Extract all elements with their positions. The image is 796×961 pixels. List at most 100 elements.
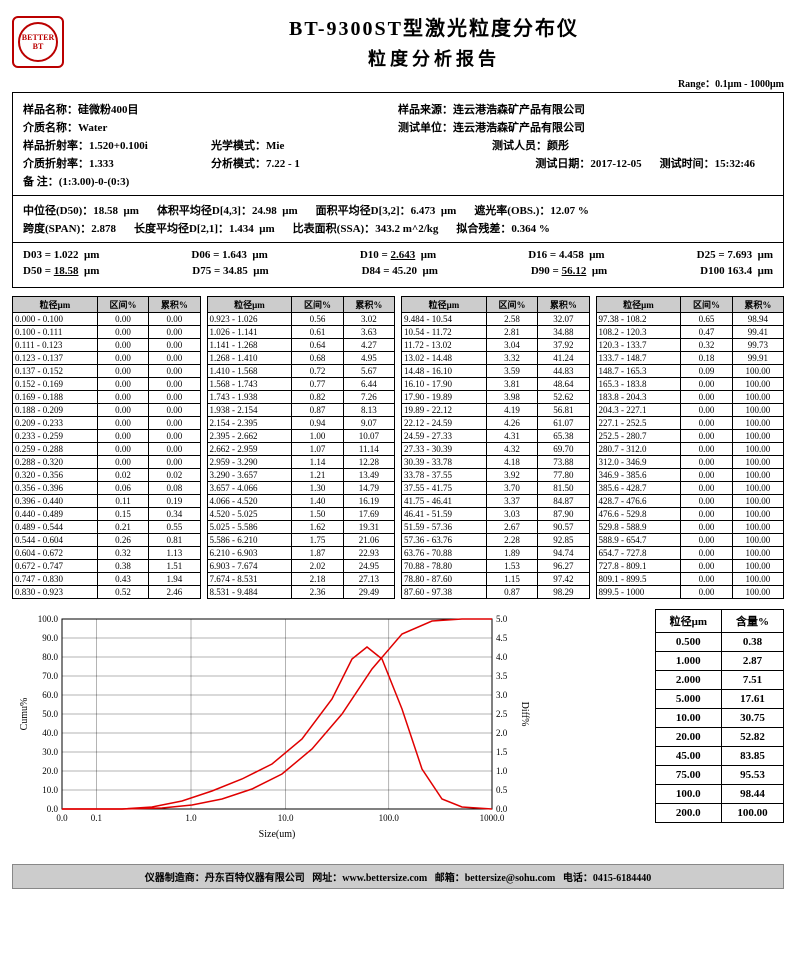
table-row: 5.025 - 5.5861.6219.31 (207, 521, 395, 534)
table-row: 0.100 - 0.1110.000.00 (13, 326, 201, 339)
obs: 12.07 % (550, 205, 589, 217)
optical: Mie (266, 140, 284, 152)
table-row: 2.959 - 3.2901.1412.28 (207, 456, 395, 469)
table-row: 51.59 - 57.362.6790.57 (402, 521, 590, 534)
svg-text:50.0: 50.0 (42, 709, 58, 719)
area-mean-label: 面积平均径D[3,2]： (316, 205, 411, 217)
table-row: 227.1 - 252.50.00100.00 (596, 417, 784, 430)
table-row: 3.290 - 3.6571.2113.49 (207, 469, 395, 482)
table-row: 20.0052.82 (655, 728, 783, 747)
range-label: Range：0.1μm - 1000μm (12, 75, 784, 90)
sample-ri-label: 样品折射率： (23, 140, 89, 152)
len-mean: 1.434 (229, 223, 254, 235)
table-row: 87.60 - 97.380.8798.29 (402, 586, 590, 599)
table-row: 0.830 - 0.9230.522.46 (13, 586, 201, 599)
logo: BETTER BT (12, 16, 64, 68)
table-row: 0.111 - 0.1230.000.00 (13, 339, 201, 352)
table-row: 97.38 - 108.20.6598.94 (596, 313, 784, 326)
svg-text:2.5: 2.5 (496, 709, 508, 719)
table-row: 6.210 - 6.9031.8722.93 (207, 547, 395, 560)
logo-text: BETTER BT (18, 22, 58, 62)
svg-text:60.0: 60.0 (42, 690, 58, 700)
test-unit-label: 测试单位： (398, 122, 453, 134)
svg-text:Size(um): Size(um) (259, 829, 296, 840)
sample-name: 硅微粉400目 (78, 104, 139, 116)
svg-text:3.5: 3.5 (496, 671, 508, 681)
medium-ri: 1.333 (89, 158, 114, 170)
table-row: 1.0002.87 (655, 652, 783, 671)
medium-ri-label: 介质折射率： (23, 158, 89, 170)
svg-text:30.0: 30.0 (42, 747, 58, 757)
svg-text:10.0: 10.0 (42, 785, 58, 795)
ssa-label: 比表面积(SSA)： (293, 223, 376, 235)
table-row: 2.395 - 2.6621.0010.07 (207, 430, 395, 443)
table-row: 0.5000.38 (655, 633, 783, 652)
vol-mean-label: 体积平均径D[4,3]： (157, 205, 252, 217)
table-row: 17.90 - 19.893.9852.62 (402, 391, 590, 404)
ssa: 343.2 m^2/kg (375, 223, 438, 235)
table-row: 78.80 - 87.601.1597.42 (402, 573, 590, 586)
table-row: 0.320 - 0.3560.020.02 (13, 469, 201, 482)
table-row: 5.586 - 6.2101.7521.06 (207, 534, 395, 547)
d50-label: 中位径(D50)： (23, 205, 93, 217)
table-row: 183.8 - 204.30.00100.00 (596, 391, 784, 404)
svg-text:5.0: 5.0 (496, 614, 508, 624)
table-row: 312.0 - 346.90.00100.00 (596, 456, 784, 469)
table-row: 0.923 - 1.0260.563.02 (207, 313, 395, 326)
table-row: 252.5 - 280.70.00100.00 (596, 430, 784, 443)
table-row: 1.141 - 1.2680.644.27 (207, 339, 395, 352)
table-row: 100.098.44 (655, 785, 783, 804)
table-row: 41.75 - 46.413.3784.87 (402, 495, 590, 508)
table-row: 57.36 - 63.762.2892.85 (402, 534, 590, 547)
table-row: 8.531 - 9.4842.3629.49 (207, 586, 395, 599)
d-value: D50 = 18.58 μm (23, 265, 99, 277)
table-row: 0.259 - 0.2880.000.00 (13, 443, 201, 456)
table-row: 2.662 - 2.9591.0711.14 (207, 443, 395, 456)
svg-text:2.0: 2.0 (496, 728, 508, 738)
table-row: 1.268 - 1.4100.684.95 (207, 352, 395, 365)
svg-text:0.0: 0.0 (56, 813, 68, 823)
table-row: 204.3 - 227.10.00100.00 (596, 404, 784, 417)
vol-mean: 24.98 (252, 205, 277, 217)
note-label: 备 注： (23, 176, 59, 188)
table-row: 0.672 - 0.7470.381.51 (13, 560, 201, 573)
table-row: 75.0095.53 (655, 766, 783, 785)
table-row: 16.10 - 17.903.8148.64 (402, 378, 590, 391)
table-row: 19.89 - 22.124.1956.81 (402, 404, 590, 417)
table-row: 4.520 - 5.0251.5017.69 (207, 508, 395, 521)
info-box: 样品名称：硅微粉400目 样品来源：连云港浩森矿产品有限公司 介质名称：Wate… (12, 92, 784, 288)
span-label: 跨度(SPAN)： (23, 223, 91, 235)
table-row: 476.6 - 529.80.00100.00 (596, 508, 784, 521)
table-row: 1.410 - 1.5680.725.67 (207, 365, 395, 378)
title-line2: 粒度分析报告 (84, 45, 784, 71)
table-row: 0.396 - 0.4400.110.19 (13, 495, 201, 508)
table-row: 200.0100.00 (655, 804, 783, 823)
table-row: 0.188 - 0.2090.000.00 (13, 404, 201, 417)
table-row: 7.674 - 8.5312.1827.13 (207, 573, 395, 586)
svg-text:0.5: 0.5 (496, 785, 508, 795)
svg-text:20.0: 20.0 (42, 766, 58, 776)
d-value: D90 = 56.12 μm (531, 265, 607, 277)
table-row: 0.209 - 0.2330.000.00 (13, 417, 201, 430)
svg-text:100.0: 100.0 (379, 813, 400, 823)
svg-text:4.0: 4.0 (496, 652, 508, 662)
area-mean: 6.473 (411, 205, 436, 217)
dist-table: 粒径μm区间%累积%0.923 - 1.0260.563.021.026 - 1… (207, 296, 396, 599)
table-row: 33.78 - 37.553.9277.80 (402, 469, 590, 482)
table-row: 0.356 - 0.3960.060.08 (13, 482, 201, 495)
svg-text:0.1: 0.1 (91, 813, 102, 823)
sample-ri: 1.520+0.100i (89, 140, 148, 152)
table-row: 45.0083.85 (655, 747, 783, 766)
table-row: 0.137 - 0.1520.000.00 (13, 365, 201, 378)
d-value: D100 163.4 μm (700, 265, 773, 277)
span: 2.878 (91, 223, 116, 235)
svg-text:40.0: 40.0 (42, 728, 58, 738)
table-row: 0.440 - 0.4890.150.34 (13, 508, 201, 521)
svg-text:100.0: 100.0 (38, 614, 59, 624)
table-row: 1.938 - 2.1540.878.13 (207, 404, 395, 417)
tester-label: 测试人员： (492, 140, 547, 152)
report-header: BETTER BT BT-9300ST型激光粒度分布仪 粒度分析报告 (12, 12, 784, 71)
analysis-label: 分析模式： (211, 158, 266, 170)
svg-text:80.0: 80.0 (42, 652, 58, 662)
table-row: 108.2 - 120.30.4799.41 (596, 326, 784, 339)
